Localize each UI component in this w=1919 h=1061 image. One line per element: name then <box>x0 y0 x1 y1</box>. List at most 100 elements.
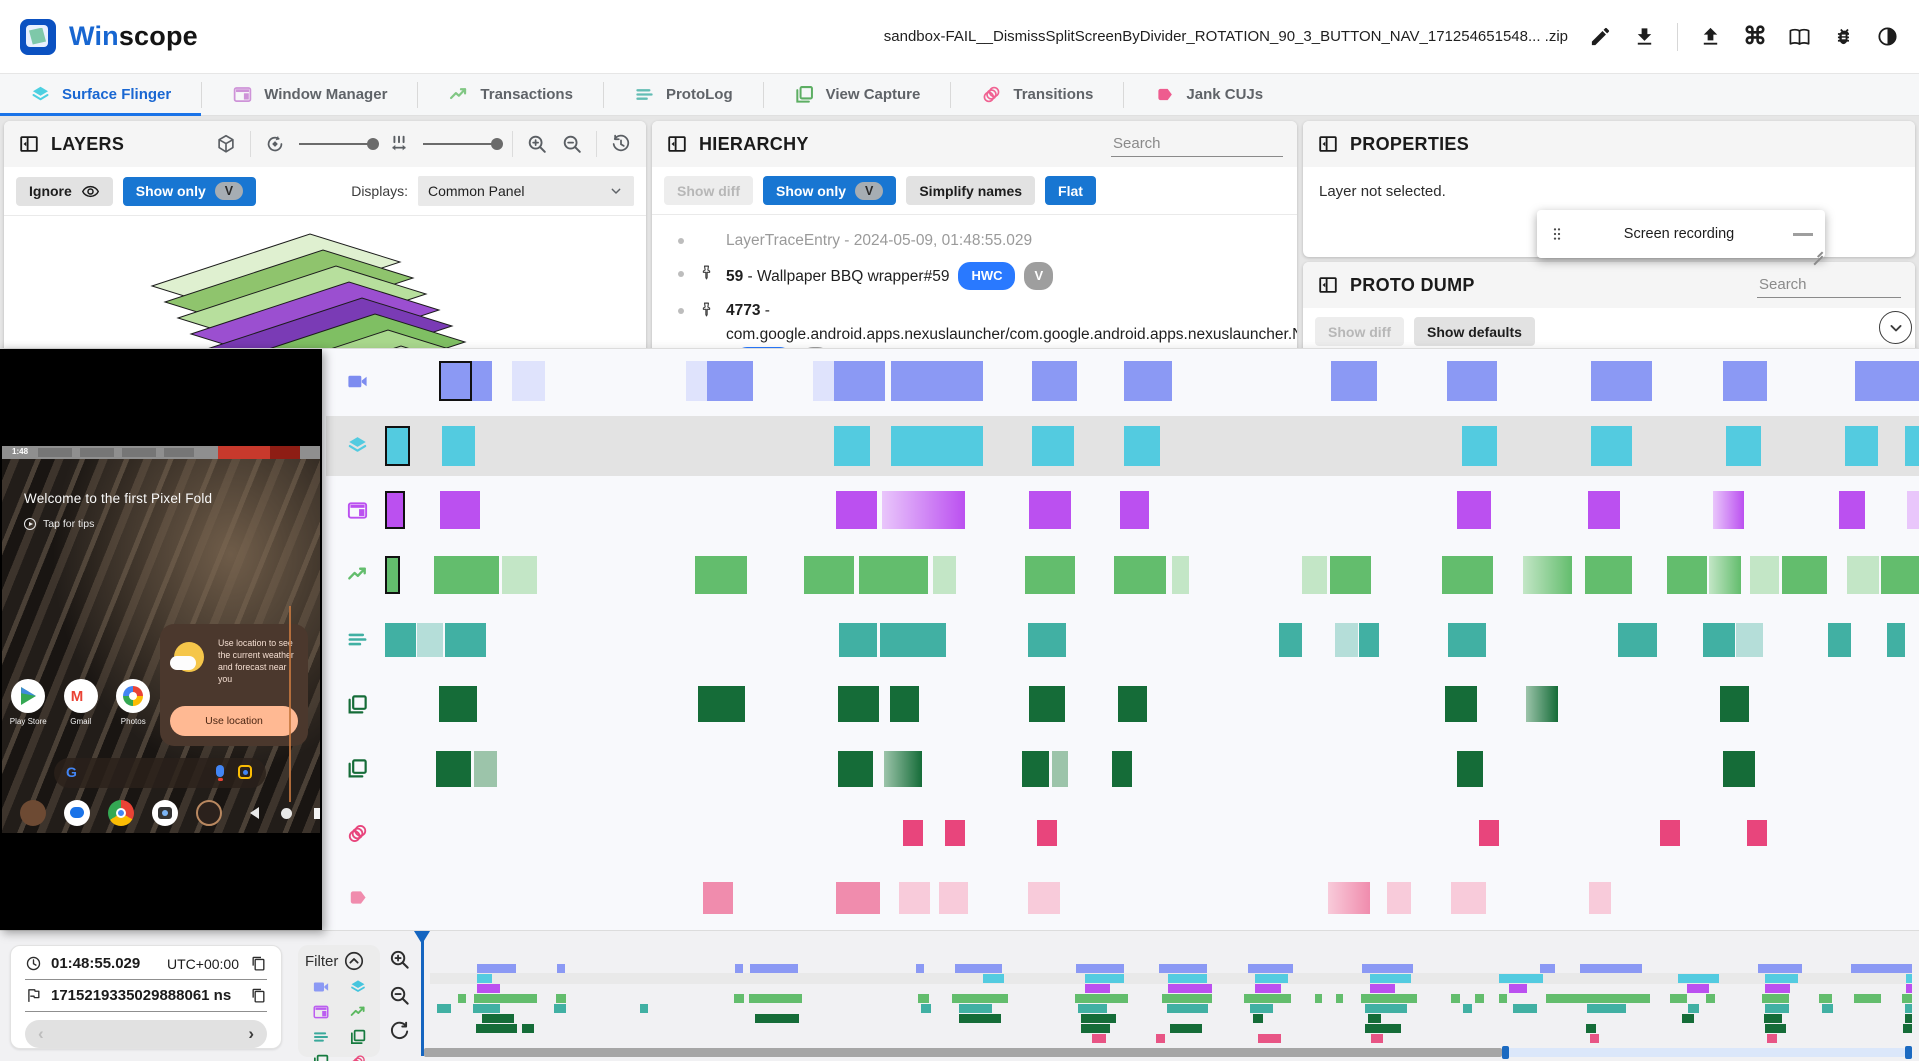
timeline-block[interactable] <box>1590 425 1633 466</box>
timeline-block[interactable] <box>834 361 886 402</box>
displays-select[interactable]: Common Panel <box>418 176 634 206</box>
timeline-block[interactable] <box>473 750 497 787</box>
hierarchy-search-input[interactable] <box>1111 131 1283 157</box>
timeline-cursor[interactable] <box>414 931 430 1056</box>
tab-transactions[interactable]: Transactions <box>418 74 603 115</box>
layers-icon[interactable] <box>349 978 367 996</box>
timeline-block[interactable] <box>898 881 930 914</box>
timeline-block[interactable] <box>812 361 835 402</box>
timeline-block[interactable] <box>1722 361 1768 402</box>
videocam-icon[interactable] <box>312 978 330 996</box>
viewcapture-icon[interactable] <box>312 1053 330 1061</box>
timeline-block[interactable] <box>1750 555 1780 594</box>
minimize-button[interactable] <box>1793 232 1813 236</box>
collapse-filter-icon[interactable] <box>343 950 365 972</box>
transactions-icon[interactable] <box>349 1003 367 1021</box>
timeline-block[interactable] <box>444 622 487 657</box>
timeline-block[interactable] <box>1279 622 1303 657</box>
timeline-block[interactable] <box>1024 555 1076 594</box>
tree-node[interactable]: 59 - Wallpaper BBQ wrapper#59 HWC V <box>670 262 1283 290</box>
timeline-block[interactable] <box>1032 361 1077 402</box>
timeline-block[interactable] <box>1331 361 1378 402</box>
timeline-block[interactable] <box>1846 555 1880 594</box>
flat-button[interactable]: Flat <box>1045 176 1096 205</box>
collapse-panel-icon[interactable] <box>18 133 40 155</box>
report-bug-icon[interactable] <box>1832 25 1855 48</box>
timeline-block[interactable] <box>1845 425 1878 466</box>
timeline-block[interactable] <box>1119 491 1149 530</box>
timeline-block[interactable] <box>1828 622 1852 657</box>
timeline-block[interactable] <box>1722 750 1755 787</box>
shortcuts-icon[interactable]: ⌘ <box>1743 23 1767 50</box>
timeline-block[interactable] <box>903 820 924 847</box>
timeline-block[interactable] <box>1302 555 1327 594</box>
timeline-block[interactable] <box>1328 881 1370 914</box>
tab-transitions[interactable]: Transitions <box>951 74 1123 115</box>
timeline-block[interactable] <box>1667 555 1708 594</box>
proto-dump-search-input[interactable] <box>1757 272 1901 298</box>
zoom-in-icon[interactable] <box>388 948 411 971</box>
timeline-block[interactable] <box>839 622 878 657</box>
show-only-v-button[interactable]: Show only V <box>763 176 897 205</box>
timeline-block[interactable] <box>835 491 878 530</box>
timeline-block[interactable] <box>1448 622 1487 657</box>
copy-icon[interactable] <box>250 987 267 1004</box>
timeline-block[interactable] <box>1584 555 1633 594</box>
timeline-block[interactable] <box>697 686 746 723</box>
timeline-block[interactable] <box>1451 881 1487 914</box>
timeline-block[interactable] <box>385 555 401 594</box>
timeline-block[interactable] <box>1906 491 1919 530</box>
show-diff-button[interactable]: Show diff <box>664 176 753 205</box>
timeline-block[interactable] <box>1905 425 1919 466</box>
zoom-range-handle-right[interactable] <box>1905 1046 1912 1059</box>
timeline-block[interactable] <box>1747 820 1768 847</box>
tree-node[interactable]: LayerTraceEntry - 2024-05-09, 01:48:55.0… <box>670 229 1283 253</box>
timeline-block[interactable] <box>385 622 416 657</box>
timeline-block[interactable] <box>435 750 471 787</box>
timeline-block[interactable] <box>1441 555 1493 594</box>
timeline-block[interactable] <box>707 361 754 402</box>
zoom-range-handle-left[interactable] <box>1502 1046 1509 1059</box>
reset-zoom-icon[interactable] <box>388 1020 411 1043</box>
timeline-block[interactable] <box>891 425 984 466</box>
pin-icon[interactable] <box>698 301 715 318</box>
timeline-block[interactable] <box>472 361 493 402</box>
timeline-block[interactable] <box>438 361 473 402</box>
viewcapture-icon[interactable] <box>349 1028 367 1046</box>
layer-spacing-icon[interactable] <box>388 133 410 155</box>
tab-surface-flinger[interactable]: Surface Flinger <box>0 74 202 116</box>
tab-window-manager[interactable]: Window Manager <box>202 74 417 115</box>
timeline-block[interactable] <box>1590 361 1653 402</box>
spacing-slider[interactable] <box>423 138 503 150</box>
timeline-block[interactable] <box>1702 622 1735 657</box>
timeline-block[interactable] <box>1036 820 1057 847</box>
human-timestamp-field[interactable]: 01:48:55.029 UTC+00:00 <box>25 948 267 980</box>
timeline-block[interactable] <box>1444 686 1478 723</box>
timeline-block[interactable] <box>1457 750 1484 787</box>
mini-timeline-scrollbar[interactable] <box>424 1048 1502 1057</box>
3d-view-icon[interactable] <box>215 133 237 155</box>
collapse-panel-icon[interactable] <box>1317 133 1339 155</box>
timeline-block[interactable] <box>1359 622 1380 657</box>
timeline-block[interactable] <box>512 361 545 402</box>
timeline-block[interactable] <box>1124 425 1160 466</box>
timeline-block[interactable] <box>932 555 956 594</box>
timeline-block[interactable] <box>441 425 476 466</box>
timeline-block[interactable] <box>1719 686 1749 723</box>
timeline-block[interactable] <box>944 820 965 847</box>
timeline-block[interactable] <box>685 361 708 402</box>
timeline-block[interactable] <box>938 881 968 914</box>
timeline-block[interactable] <box>880 622 947 657</box>
timeline-block[interactable] <box>1171 555 1189 594</box>
copy-icon[interactable] <box>250 955 267 972</box>
tab-view-capture[interactable]: View Capture <box>764 74 951 115</box>
window-icon[interactable] <box>312 1003 330 1021</box>
timeline-block[interactable] <box>385 425 410 466</box>
timeline-block[interactable] <box>1839 491 1866 530</box>
zoom-out-icon[interactable] <box>388 984 411 1007</box>
simplify-names-button[interactable]: Simplify names <box>906 176 1036 205</box>
timeline-block[interactable] <box>1461 425 1498 466</box>
timeline-block[interactable] <box>1032 425 1074 466</box>
timeline-block[interactable] <box>1027 881 1060 914</box>
show-only-v-button[interactable]: Show only V <box>122 176 257 206</box>
